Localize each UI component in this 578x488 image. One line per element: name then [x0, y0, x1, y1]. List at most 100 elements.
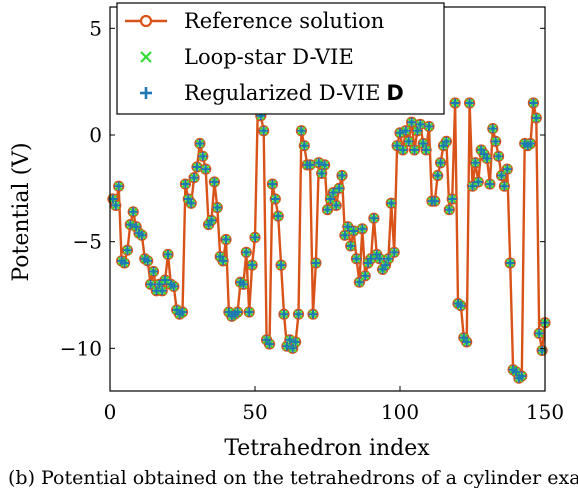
regularized-point [180, 179, 190, 189]
regularized-point [334, 183, 344, 193]
regularized-point [114, 181, 124, 191]
regularized-point [250, 232, 260, 242]
y-tick-label: −5 [73, 230, 102, 254]
regularized-point [444, 205, 454, 215]
regularized-point [534, 328, 544, 338]
x-tick-label: 100 [381, 400, 419, 424]
regularized-point [485, 179, 495, 189]
regularized-point [360, 271, 370, 281]
regularized-point [291, 337, 301, 347]
regularized-point [294, 309, 303, 319]
legend-box [116, 2, 445, 115]
legend-loop-star-label: Loop-star D-VIE [184, 45, 354, 69]
regularized-point [389, 247, 399, 257]
regularized-point [311, 258, 321, 268]
regularized-point [499, 181, 509, 191]
caption: (b) Potential obtained on the tetrahedro… [8, 467, 578, 488]
regularized-point [218, 256, 228, 266]
reference-line [111, 101, 547, 380]
regularized-point [288, 343, 298, 353]
regularized-point [418, 139, 428, 149]
y-axis-title: Potential (V) [9, 142, 34, 281]
legend-x-marker [140, 51, 152, 63]
legend-reference-label: Reference solution [184, 9, 384, 33]
regularized-point [401, 126, 411, 136]
regularized-point [299, 141, 309, 151]
regularized-point [149, 267, 158, 277]
regularized-point [320, 160, 330, 170]
regularized-point [436, 158, 446, 168]
regularized-point [154, 279, 164, 289]
regularized-point [244, 307, 254, 317]
regularized-point [186, 198, 196, 208]
regularized-point [259, 126, 269, 136]
regularized-point [209, 177, 219, 187]
regularized-point [441, 136, 451, 146]
regularized-point [273, 211, 283, 221]
regularized-point [412, 126, 422, 136]
x-tick-label: 50 [242, 400, 267, 424]
regularized-point [407, 117, 417, 127]
legend-regularized-suffix: D [386, 81, 403, 105]
regularized-point [305, 160, 315, 170]
regularized-point [198, 151, 208, 161]
x-tick-label: 150 [526, 400, 564, 424]
regularized-point [146, 279, 156, 289]
plot-area [107, 97, 551, 384]
legend-entry-reference: Reference solution [125, 9, 384, 33]
regularized-point [462, 337, 472, 347]
regularized-point [201, 164, 211, 174]
regularized-point [494, 151, 504, 161]
regularized-point [346, 241, 356, 251]
regularized-point [491, 136, 501, 146]
regularized-point [221, 235, 231, 245]
regularized-point [415, 119, 425, 129]
regularized-point [178, 307, 187, 317]
regularized-point [410, 145, 419, 155]
regularized-point [465, 98, 475, 108]
legend-regularized-text: Regularized D-VIE [184, 81, 380, 105]
regularized-point [526, 139, 535, 149]
regularized-point [517, 371, 527, 381]
regularized-point [421, 145, 431, 155]
regularized-point [433, 171, 443, 181]
regularized-point [354, 277, 364, 287]
regularized-point [528, 98, 538, 108]
regularized-point [357, 224, 367, 234]
regularized-point [468, 181, 477, 191]
regularized-point [349, 226, 359, 236]
regularized-point [375, 254, 385, 264]
regularized-point [238, 279, 248, 289]
regularized-point [143, 256, 153, 266]
regularized-point [192, 162, 202, 172]
regularized-point [296, 126, 306, 136]
regularized-point [383, 254, 393, 264]
regularized-point [125, 220, 135, 230]
regularized-point [450, 98, 460, 108]
legend-entry-regularized: Regularized D-VIE D [140, 81, 404, 105]
legend: Reference solution Loop-star D-VIE Regul… [116, 2, 445, 115]
regularized-point [169, 281, 179, 291]
regularized-point [447, 194, 457, 204]
regularized-point [323, 205, 332, 215]
regularized-point [340, 230, 350, 240]
regularized-point [456, 301, 466, 311]
x-tick-label: 0 [104, 400, 117, 424]
regularized-point [325, 194, 335, 204]
regularized-point [308, 309, 318, 319]
regularized-point [212, 203, 222, 213]
regularized-point [163, 249, 173, 259]
regularized-point [285, 335, 295, 345]
regularized-point [137, 230, 147, 240]
regularized-point [404, 136, 414, 146]
regularized-point [430, 196, 440, 206]
regularized-point [279, 309, 289, 319]
regularized-point [131, 222, 141, 232]
regularized-point [381, 260, 390, 270]
regularized-point [247, 260, 257, 270]
regularized-point [128, 207, 138, 217]
regularized-point [276, 260, 286, 270]
regularized-point [497, 171, 506, 181]
regularized-point [189, 173, 199, 183]
